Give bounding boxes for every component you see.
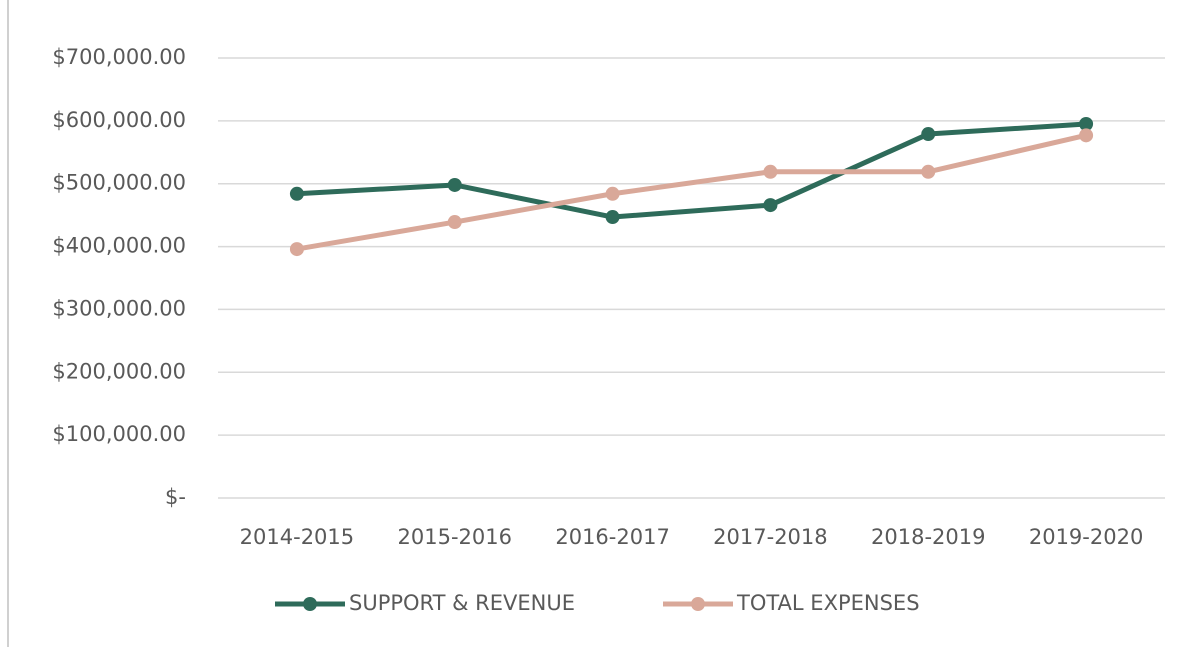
data-point <box>447 177 462 192</box>
y-tick-label: $400,000.00 <box>52 234 186 258</box>
data-point <box>921 127 936 142</box>
y-tick-label: $300,000.00 <box>52 296 186 320</box>
data-point <box>1079 128 1094 143</box>
legend-label: TOTAL EXPENSES <box>736 591 920 615</box>
legend-label: SUPPORT & REVENUE <box>349 591 575 615</box>
y-tick-label: $100,000.00 <box>52 422 186 446</box>
x-tick-label: 2014-2015 <box>240 525 354 549</box>
series-line <box>296 121 1087 220</box>
x-tick-label: 2019-2020 <box>1029 525 1143 549</box>
y-tick-label: $500,000.00 <box>52 171 186 195</box>
y-tick-label: $700,000.00 <box>52 45 186 69</box>
legend-marker <box>691 597 705 611</box>
data-point <box>447 215 462 230</box>
x-tick-label: 2015-2016 <box>398 525 512 549</box>
data-point <box>763 164 778 179</box>
data-point <box>289 186 304 201</box>
data-point <box>289 242 304 257</box>
x-tick-label: 2017-2018 <box>713 525 827 549</box>
y-tick-label: $- <box>165 485 186 509</box>
data-point <box>605 186 620 201</box>
data-point <box>921 164 936 179</box>
data-point <box>763 198 778 213</box>
y-tick-label: $200,000.00 <box>52 359 186 383</box>
data-point <box>1079 117 1094 131</box>
legend-marker <box>303 597 317 611</box>
data-point <box>605 210 620 225</box>
series-line <box>296 132 1087 252</box>
x-tick-label: 2016-2017 <box>555 525 669 549</box>
x-tick-label: 2018-2019 <box>871 525 985 549</box>
y-tick-label: $600,000.00 <box>52 108 186 132</box>
